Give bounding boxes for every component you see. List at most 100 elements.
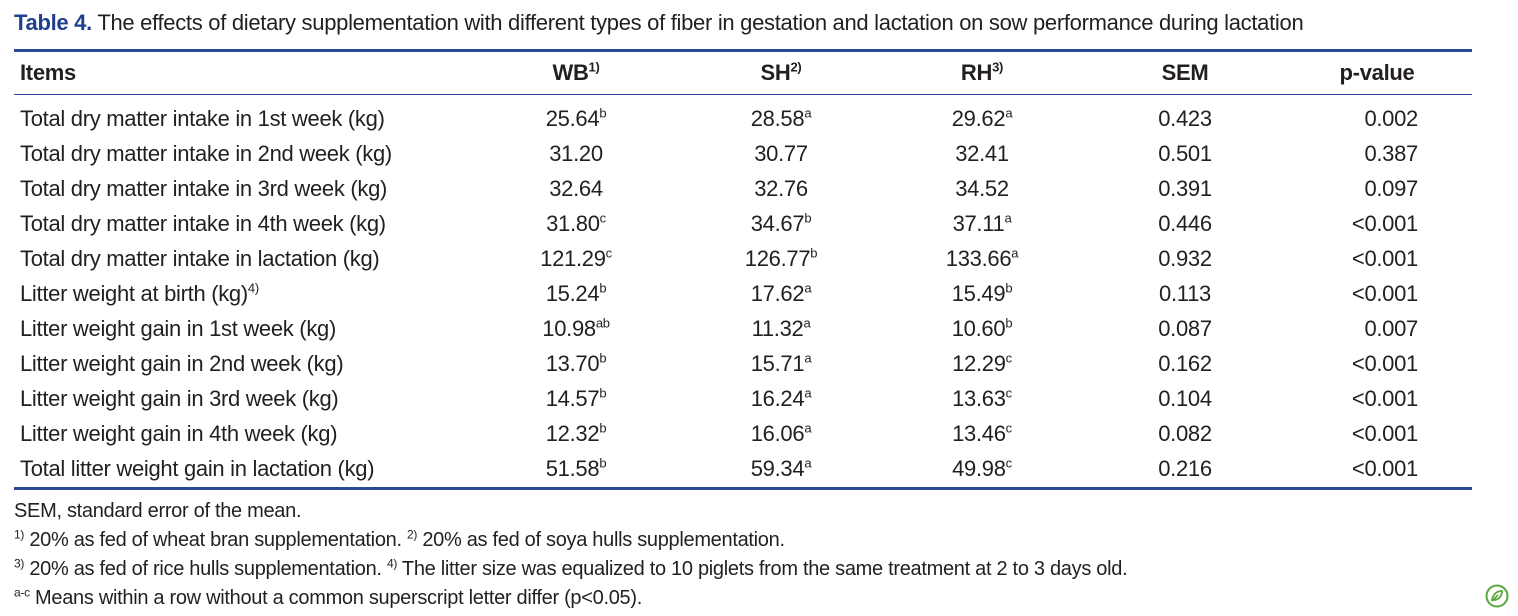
cell-value: 17.62: [750, 280, 805, 306]
cell-value: 0.104: [1158, 385, 1212, 411]
cell-rh: 29.62a: [876, 94, 1088, 136]
column-header: WB1): [466, 52, 686, 94]
cell-value: 29.62: [951, 106, 1006, 131]
cell-value: 0.162: [1158, 350, 1212, 376]
column-header-text: SH: [760, 60, 791, 85]
cell-value: 0.387: [1364, 140, 1418, 166]
row-label-text: Litter weight at birth (kg): [20, 280, 248, 306]
cell-sh: 34.67b: [686, 206, 876, 241]
cell-rh: 10.60b: [876, 311, 1088, 346]
footnote-a-c: a-c Means within a row without a common …: [14, 585, 642, 609]
cell-wb: 31.80c: [466, 206, 686, 241]
row-label-sup: 4): [247, 280, 259, 296]
cell-p-value: 0.002: [1282, 94, 1472, 136]
cell-sup: c: [1005, 420, 1013, 436]
row-label-text: Total litter weight gain in lactation (k…: [20, 455, 375, 481]
row-label-text: Total dry matter intake in lactation (kg…: [20, 245, 380, 271]
cell-value: 32.64: [549, 175, 603, 201]
cell-value: 16.24: [750, 385, 805, 411]
cell-p-value: 0.007: [1282, 311, 1472, 346]
cell-sem: 0.113: [1088, 276, 1282, 311]
column-header-sup: 3): [992, 59, 1004, 75]
cell-rh: 133.66a: [876, 241, 1088, 276]
cell-wb: 15.24b: [466, 276, 686, 311]
cell-wb: 121.29c: [466, 241, 686, 276]
cell-sup: b: [599, 280, 607, 296]
cell-sup: b: [599, 385, 607, 401]
table-bottom-rule: [14, 487, 1472, 490]
cell-sup: b: [599, 105, 607, 121]
cell-sem: 0.216: [1088, 451, 1282, 486]
table-label: Table 4.: [14, 10, 92, 35]
cell-value: 0.082: [1158, 420, 1212, 446]
cell-value: 13.46: [952, 420, 1006, 446]
cell-value: <0.001: [1351, 420, 1418, 446]
table-row: Total dry matter intake in 2nd week (kg)…: [14, 136, 1472, 171]
row-label: Total dry matter intake in 1st week (kg): [14, 94, 466, 136]
column-header-text: p-value: [1339, 60, 1415, 85]
row-label: Total dry matter intake in 2nd week (kg): [14, 136, 466, 171]
cell-rh: 13.63c: [876, 381, 1088, 416]
cell-value: 32.41: [955, 140, 1009, 166]
cell-p-value: <0.001: [1282, 276, 1472, 311]
row-label: Total dry matter intake in lactation (kg…: [14, 241, 466, 276]
cell-rh: 49.98c: [876, 451, 1088, 486]
cell-value: 0.446: [1158, 210, 1212, 236]
cell-sup: c: [1005, 455, 1013, 471]
cell-sup: a: [1011, 245, 1019, 261]
table-title: The effects of dietary supplementation w…: [97, 10, 1304, 35]
cell-value: 31.20: [549, 140, 603, 166]
cell-sup: a: [804, 385, 812, 401]
cell-sup: c: [1005, 350, 1013, 366]
column-header: RH3): [876, 52, 1088, 94]
table-top-rule: [14, 49, 1472, 52]
row-label: Litter weight gain in 3rd week (kg): [14, 381, 466, 416]
row-label-text: Total dry matter intake in 4th week (kg): [20, 210, 386, 236]
cell-sup: b: [1005, 315, 1013, 331]
row-label: Total dry matter intake in 3rd week (kg): [14, 171, 466, 206]
cell-sh: 15.71a: [686, 346, 876, 381]
row-label-text: Total dry matter intake in 2nd week (kg): [20, 140, 392, 166]
cell-value: <0.001: [1351, 350, 1418, 376]
column-header: Items: [14, 52, 466, 94]
table-footnotes: SEM, standard error of the mean. 1) 20% …: [14, 497, 1128, 613]
cell-value: <0.001: [1351, 385, 1418, 411]
cell-sem: 0.082: [1088, 416, 1282, 451]
cell-p-value: <0.001: [1282, 381, 1472, 416]
cell-p-value: <0.001: [1282, 416, 1472, 451]
cell-sup: a: [804, 420, 812, 436]
row-label: Litter weight at birth (kg)4): [14, 276, 466, 311]
table-row: Total dry matter intake in 3rd week (kg)…: [14, 171, 1472, 206]
table-header-row: Items WB1) SH2) RH3) SEM p-value: [14, 52, 1472, 94]
cell-sh: 11.32a: [686, 311, 876, 346]
cell-value: 34.67: [750, 210, 805, 236]
cell-sh: 28.58a: [686, 94, 876, 136]
cell-value: 28.58: [750, 106, 805, 131]
cell-sup: a: [804, 280, 812, 296]
table-row: Total dry matter intake in 1st week (kg)…: [14, 94, 1472, 136]
row-label-text: Litter weight gain in 4th week (kg): [20, 420, 338, 446]
cell-sem: 0.423: [1088, 94, 1282, 136]
table-row: Litter weight gain in 4th week (kg) 12.32…: [14, 416, 1472, 451]
row-label: Litter weight gain in 4th week (kg): [14, 416, 466, 451]
cell-value: 15.24: [545, 280, 600, 306]
cell-value: 59.34: [750, 455, 805, 481]
row-label: Total dry matter intake in 4th week (kg): [14, 206, 466, 241]
cell-sup: b: [599, 455, 607, 471]
cell-value: 14.57: [545, 385, 600, 411]
cell-sem: 0.501: [1088, 136, 1282, 171]
cell-wb: 32.64: [466, 171, 686, 206]
row-label-text: Litter weight gain in 2nd week (kg): [20, 350, 344, 376]
table-caption: Table 4. The effects of dietary suppleme…: [14, 10, 1304, 36]
cell-value: 0.423: [1158, 106, 1212, 131]
table-row: Litter weight at birth (kg)4) 15.24b 17.62…: [14, 276, 1472, 311]
cell-sem: 0.104: [1088, 381, 1282, 416]
cell-sup: c: [1005, 385, 1013, 401]
cell-sup: b: [810, 245, 818, 261]
column-header-text: Items: [20, 60, 76, 85]
cell-value: 0.501: [1158, 140, 1212, 166]
cell-rh: 12.29c: [876, 346, 1088, 381]
cell-sh: 30.77: [686, 136, 876, 171]
row-label-text: Litter weight gain in 3rd week (kg): [20, 385, 339, 411]
cell-rh: 37.11a: [876, 206, 1088, 241]
